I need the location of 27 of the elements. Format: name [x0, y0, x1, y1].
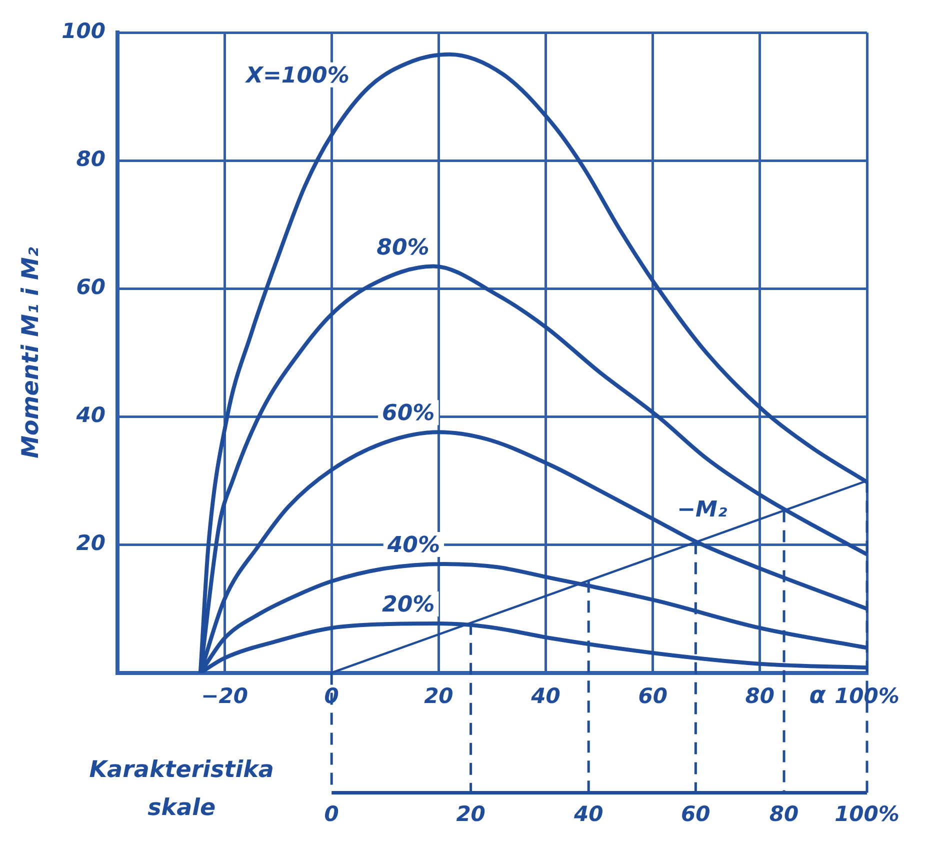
- series-label: −M₂: [677, 498, 728, 523]
- series-label: 80%: [376, 235, 430, 260]
- x-tick-label: −20: [201, 684, 248, 708]
- y-tick-label: 80: [76, 147, 106, 172]
- text: Karakteristika skale: [89, 756, 274, 821]
- series-label: 60%: [382, 401, 435, 426]
- x-tick-label: 0: [324, 684, 339, 708]
- y-tick-label: 100: [62, 19, 106, 44]
- annotation: 60: [681, 802, 710, 826]
- x-tick-label: 40: [530, 684, 560, 708]
- annotation: 40: [572, 802, 604, 826]
- annotation: 20: [456, 802, 486, 826]
- x-tick-label: 20: [424, 684, 454, 708]
- x-tick-label: 100%: [834, 684, 900, 708]
- series-label: 20%: [382, 592, 435, 618]
- annotation: 100%: [834, 802, 900, 826]
- y-tick-label: 40: [75, 403, 106, 428]
- x-tick-label: 80: [745, 684, 775, 708]
- series-label: 40%: [386, 532, 440, 558]
- annotation: 0: [324, 802, 339, 826]
- y-tick-label: 60: [76, 275, 106, 300]
- series-label: X=100%: [244, 63, 350, 88]
- x-axis-title: α: [809, 681, 826, 710]
- y-tick-label: 20: [76, 531, 106, 556]
- annotation: 80: [769, 802, 799, 826]
- x-tick-label: 60: [638, 684, 668, 708]
- y-axis-title: Momenti M₁ i M₂: [18, 247, 44, 458]
